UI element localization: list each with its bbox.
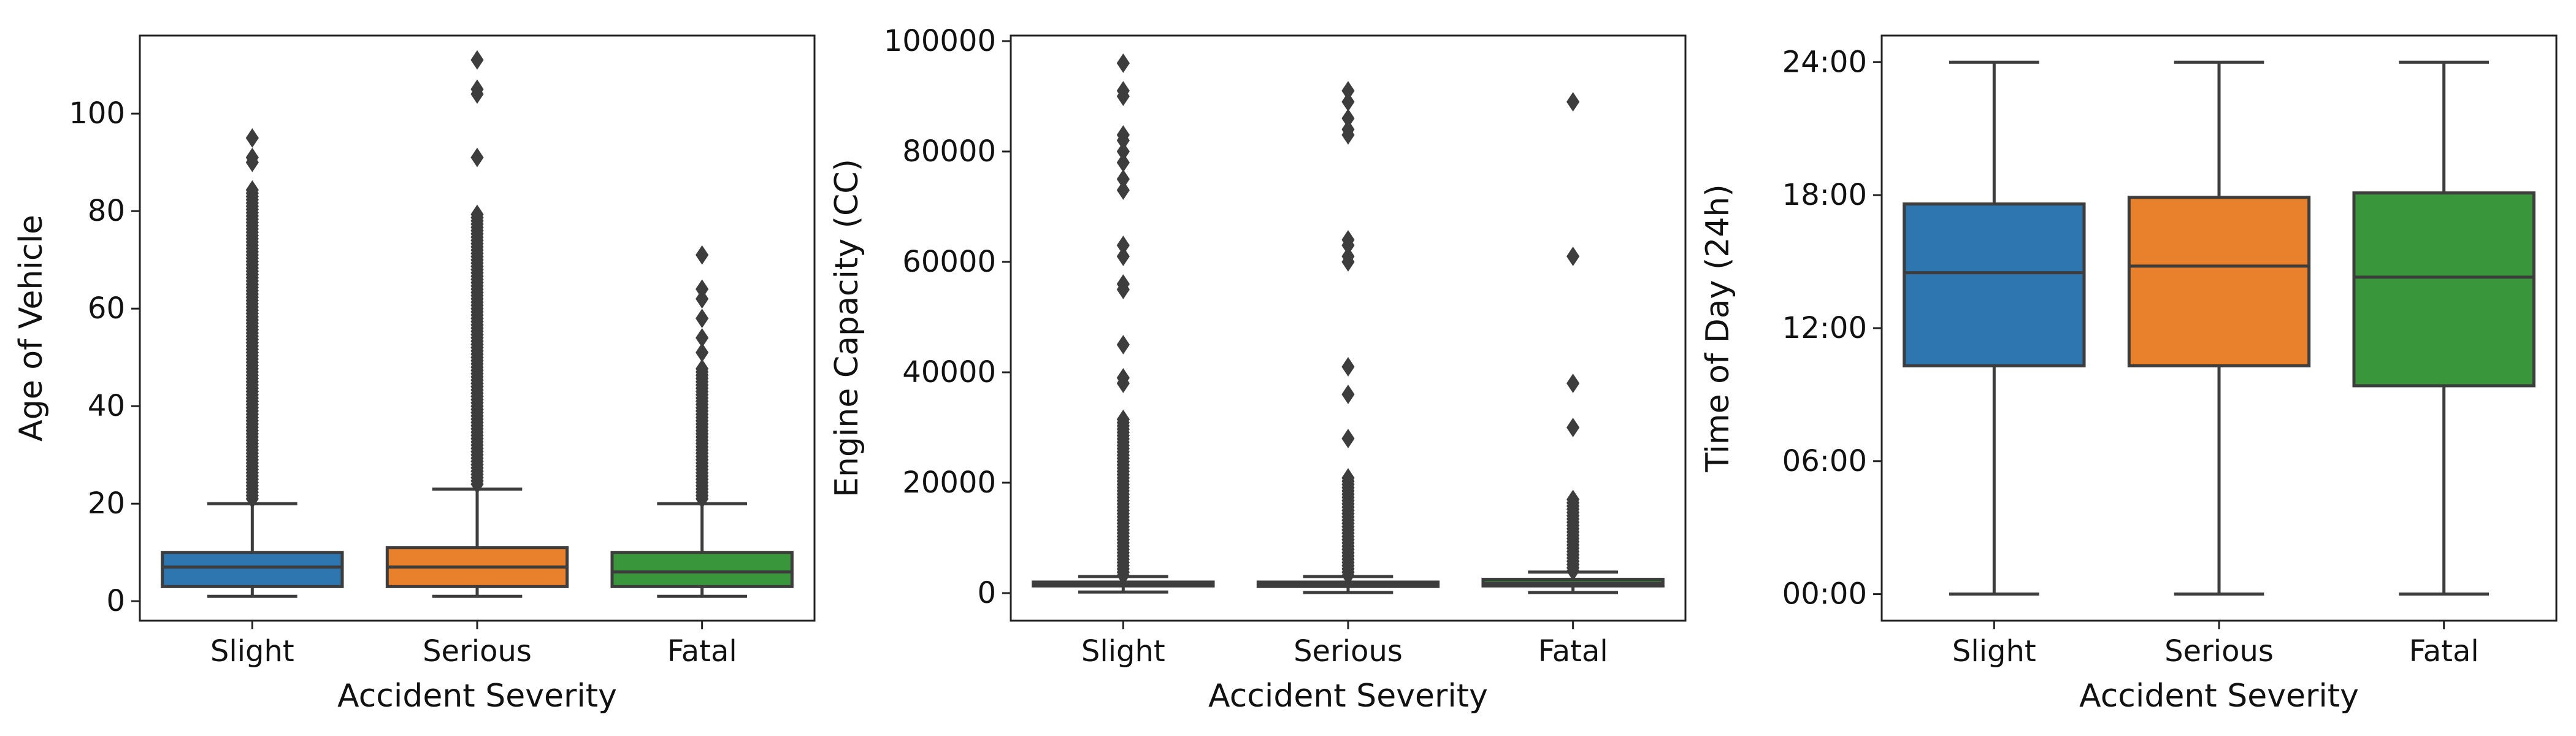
panel-time-of-day: 00:00 06:00 12:00 18:00 24:00 Slight Serious Fa… [1700, 34, 2558, 715]
x-axis-label: Accident Severity [1208, 678, 1488, 715]
outlier-point [696, 245, 709, 265]
box-body [2127, 196, 2311, 367]
y-tick-label: 40 [88, 389, 125, 423]
outlier-point [470, 204, 484, 224]
outlier-point [1341, 109, 1355, 128]
y-tick-label: 00:00 [1782, 577, 1867, 611]
y-tick-label: 40000 [902, 355, 996, 389]
y-tick-label: 06:00 [1782, 444, 1867, 478]
outlier-point [1341, 429, 1355, 448]
outlier-point [1116, 368, 1130, 388]
outlier-point [1341, 247, 1355, 266]
box-slight [161, 128, 344, 598]
x-tick-label-fatal: Fatal [667, 634, 737, 669]
box-slight [1032, 53, 1215, 594]
box-serious [1256, 81, 1440, 594]
y-tick-label: 0 [106, 584, 125, 618]
box-body [2352, 191, 2536, 388]
outlier-point [470, 79, 484, 99]
x-axis-label: Accident Severity [2079, 678, 2359, 715]
outlier-point [470, 50, 484, 70]
outlier-point [1116, 81, 1130, 101]
outlier-point [1566, 489, 1580, 510]
y-axis-label: Engine Capacity (CC) [829, 159, 865, 497]
outlier-point [1341, 357, 1355, 377]
outlier-point [1341, 468, 1355, 488]
outlier-point [696, 359, 709, 379]
x-tick-label-serious: Serious [1294, 634, 1403, 669]
outlier-point [696, 342, 709, 362]
box-body [610, 551, 794, 588]
panel-age-of-vehicle: 0 20 40 60 80 100 Slight Serious Fatal Accident S… [13, 34, 816, 715]
outlier-point [245, 180, 259, 200]
outlier-point [1116, 335, 1130, 355]
outlier-point [1116, 53, 1130, 73]
outlier-point [696, 328, 709, 348]
outlier-point [1116, 274, 1130, 294]
outlier-point [696, 279, 709, 299]
outlier-point [1116, 409, 1130, 429]
outlier-point [470, 147, 484, 167]
y-tick-label: 18:00 [1782, 178, 1867, 212]
outlier-point [1116, 247, 1130, 266]
plot-frame [1010, 34, 1687, 622]
box-fatal [610, 245, 794, 598]
outlier-point [1341, 120, 1355, 139]
box-body [1903, 202, 2086, 367]
y-tick-label: 12:00 [1782, 311, 1867, 345]
y-axis-label: Time of Day (24h) [1700, 184, 1736, 472]
box-serious [385, 50, 569, 598]
outlier-point [696, 309, 709, 329]
outlier-point [1566, 418, 1580, 437]
y-tick-label: 20 [88, 486, 125, 521]
box-slight [1903, 60, 2086, 596]
outlier-point [1566, 374, 1580, 393]
y-tick-label: 100000 [884, 24, 996, 58]
outlier-point [1341, 385, 1355, 404]
x-tick-label-slight: Slight [1081, 634, 1165, 669]
x-tick-label-fatal: Fatal [2409, 634, 2479, 669]
outlier-point [1116, 142, 1130, 161]
y-tick-label: 60000 [902, 245, 996, 279]
y-tick-label: 60 [88, 291, 125, 326]
y-tick-label: 0 [977, 576, 996, 610]
x-axis-label: Accident Severity [337, 678, 617, 715]
box-fatal [2352, 60, 2536, 596]
box-body [161, 551, 344, 588]
plot-frame [1880, 34, 2558, 622]
x-tick-label-serious: Serious [2164, 634, 2274, 669]
y-tick-label: 80000 [902, 134, 996, 169]
y-tick-label: 100 [69, 96, 125, 131]
outlier-point [1341, 81, 1355, 101]
panel-engine-capacity: 0 20000 40000 60000 80000 100000 Slight Serious… [829, 24, 1687, 715]
outlier-point [1116, 169, 1130, 189]
x-tick-label-fatal: Fatal [1538, 634, 1608, 669]
outlier-point [1341, 230, 1355, 250]
box-serious [2127, 60, 2311, 596]
outlier-point [1116, 125, 1130, 145]
outlier-point [1341, 92, 1355, 112]
box-fatal [1481, 92, 1665, 594]
outlier-point [1116, 180, 1130, 200]
plot-frame [139, 34, 816, 622]
outlier-point [1116, 153, 1130, 172]
x-tick-label-slight: Slight [210, 634, 294, 669]
y-axis-label: Age of Vehicle [13, 215, 50, 442]
outlier-point [1116, 236, 1130, 255]
y-tick-label: 80 [88, 194, 125, 228]
y-tick-label: 24:00 [1782, 45, 1867, 79]
outlier-point [245, 128, 259, 148]
outlier-point [245, 147, 259, 167]
outlier-point [1566, 247, 1580, 266]
x-tick-label-serious: Serious [423, 634, 532, 669]
x-tick-label-slight: Slight [1952, 634, 2036, 669]
y-tick-label: 20000 [902, 466, 996, 500]
outlier-point [1566, 92, 1580, 112]
